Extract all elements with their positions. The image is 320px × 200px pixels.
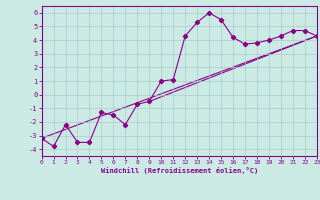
X-axis label: Windchill (Refroidissement éolien,°C): Windchill (Refroidissement éolien,°C) [100,167,258,174]
